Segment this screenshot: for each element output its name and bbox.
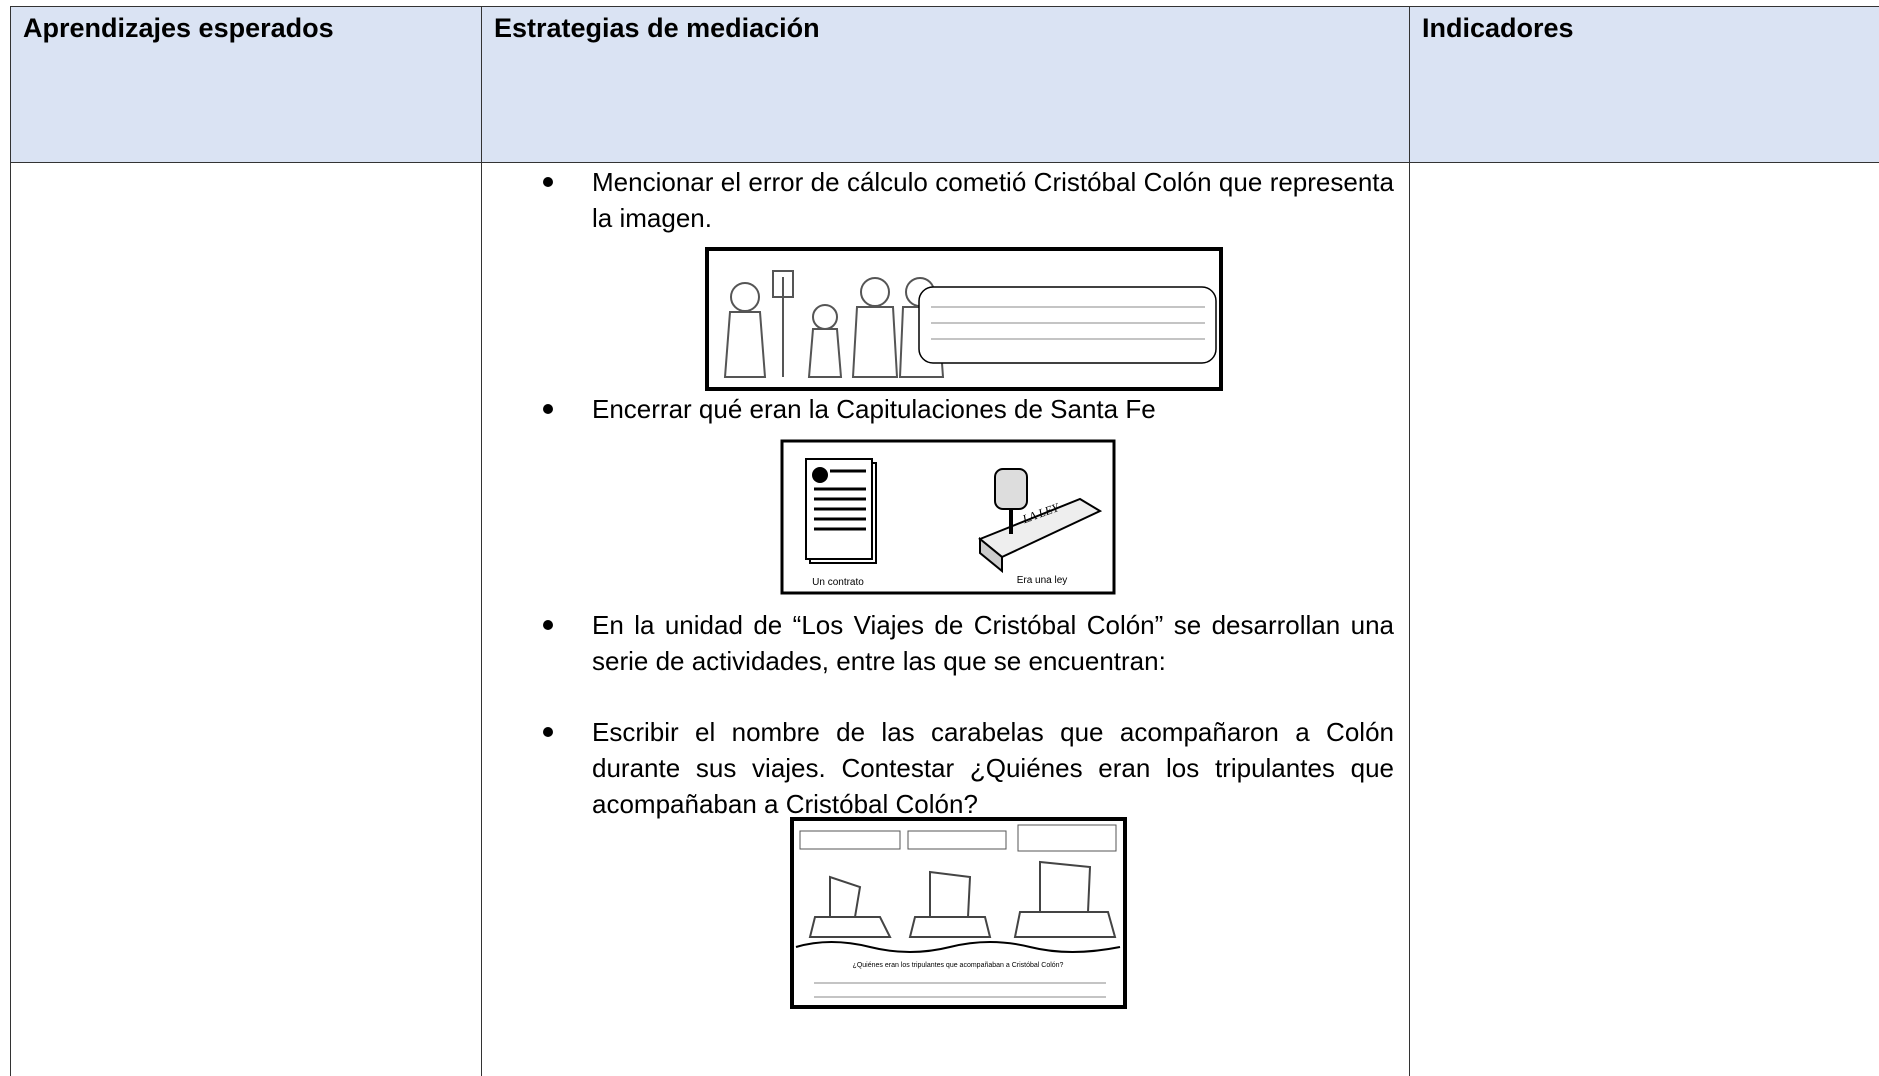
- bullet-text: Mencionar el error de cálculo cometió Cr…: [592, 167, 1394, 233]
- bullet-text: En la unidad de “Los Viajes de Cristóbal…: [592, 610, 1394, 676]
- border: [481, 163, 482, 1076]
- bullet-text: Encerrar qué eran la Capitulaciones de S…: [592, 394, 1156, 424]
- border: [10, 163, 11, 1076]
- image-ships: ¿Quiénes eran los tripulantes que acompa…: [790, 817, 1127, 1009]
- header-text: Aprendizajes esperados: [23, 13, 334, 43]
- header-cell: Estrategias de mediación: [481, 6, 1411, 163]
- bullet: [543, 727, 553, 737]
- header-text: Indicadores: [1422, 13, 1574, 43]
- image-options: Un contrato LA LEY Era una ley: [780, 439, 1116, 595]
- border: [1409, 163, 1410, 1076]
- image-caption: ¿Quiénes eran los tripulantes que acompa…: [853, 962, 1064, 969]
- bullet-text: Escribir el nombre de las carabelas que …: [592, 717, 1394, 819]
- image-caption: Era una ley: [1017, 575, 1068, 586]
- header-cell: Indicadores: [1409, 6, 1879, 163]
- header-text: Estrategias de mediación: [494, 13, 820, 43]
- bullet: [543, 177, 553, 187]
- image-caption: Un contrato: [812, 577, 864, 588]
- bullet: [543, 620, 553, 630]
- header-cell: Aprendizajes esperados: [10, 6, 482, 163]
- bullet: [543, 404, 553, 414]
- image-worksheet: [705, 247, 1223, 391]
